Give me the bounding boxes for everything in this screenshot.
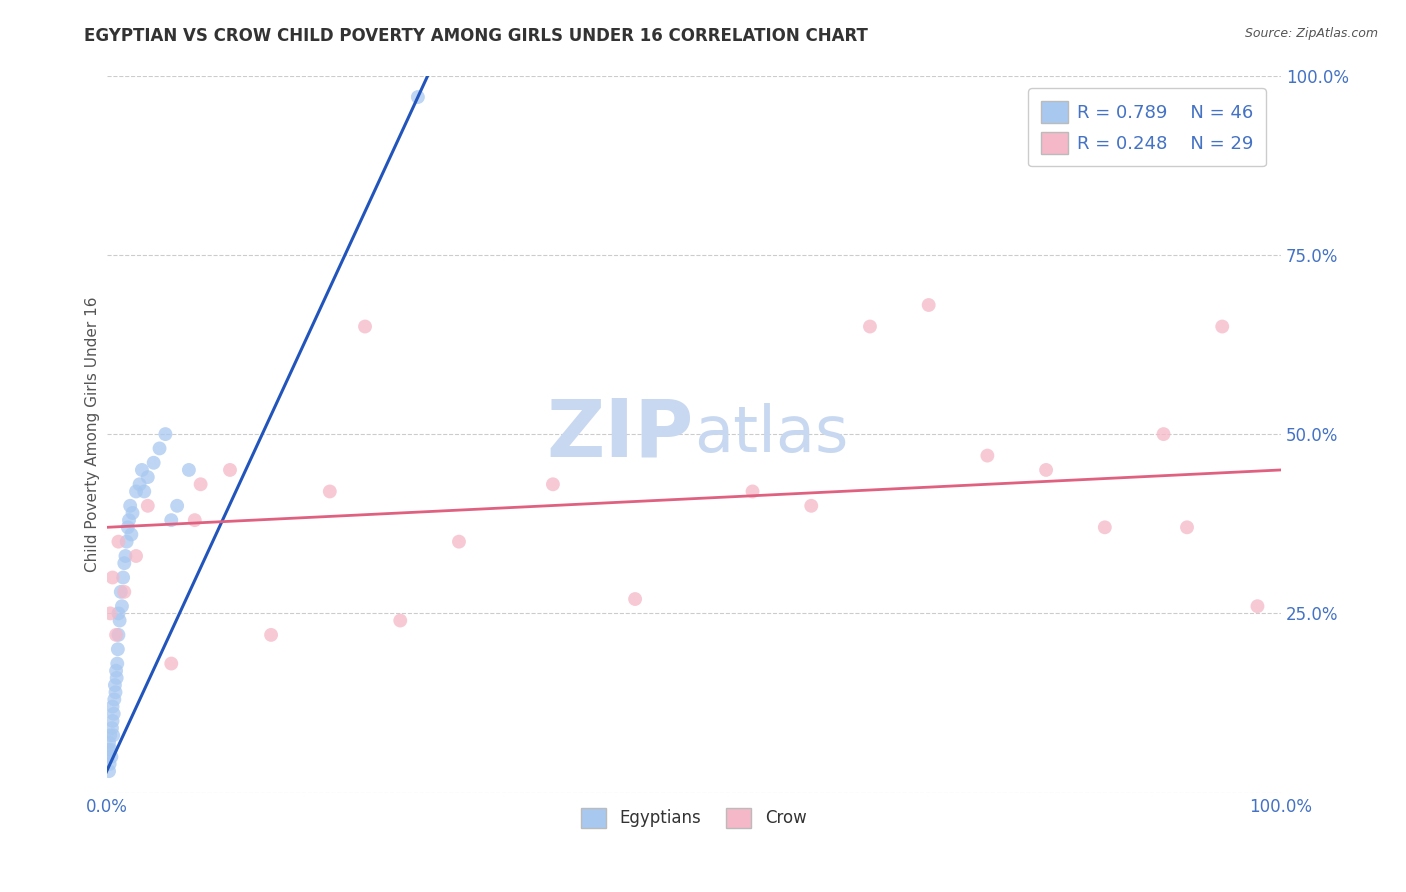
Point <box>160 513 183 527</box>
Point <box>107 628 129 642</box>
Point <box>406 90 429 104</box>
Point <box>125 549 148 563</box>
Point <box>120 499 142 513</box>
Point <box>128 477 150 491</box>
Text: EGYPTIAN VS CROW CHILD POVERTY AMONG GIRLS UNDER 16 CORRELATION CHART: EGYPTIAN VS CROW CHILD POVERTY AMONG GIR… <box>84 27 869 45</box>
Legend: Egyptians, Crow: Egyptians, Crow <box>575 801 813 835</box>
Point <box>1153 427 1175 442</box>
Point <box>105 671 128 685</box>
Point <box>98 735 121 749</box>
Point <box>184 513 207 527</box>
Point <box>100 749 122 764</box>
Point <box>166 499 188 513</box>
Point <box>354 319 377 334</box>
Point <box>177 463 200 477</box>
Point <box>101 728 124 742</box>
Point <box>104 685 127 699</box>
Point <box>319 484 342 499</box>
Point <box>104 678 127 692</box>
Point <box>98 764 121 779</box>
Point <box>103 706 125 721</box>
Point <box>105 664 128 678</box>
Point <box>447 534 470 549</box>
Point <box>1035 463 1057 477</box>
Point <box>219 463 242 477</box>
Point <box>97 749 120 764</box>
Point <box>918 298 941 312</box>
Point <box>98 607 121 621</box>
Point <box>112 556 135 570</box>
Point <box>101 714 124 728</box>
Point <box>155 427 177 442</box>
Point <box>1246 599 1268 614</box>
Point <box>107 534 129 549</box>
Point <box>98 728 121 742</box>
Point <box>1211 319 1233 334</box>
Point <box>107 642 129 657</box>
Point <box>136 499 159 513</box>
Text: Source: ZipAtlas.com: Source: ZipAtlas.com <box>1244 27 1378 40</box>
Point <box>1094 520 1116 534</box>
Point <box>111 599 134 614</box>
Point <box>101 570 124 584</box>
Text: atlas: atlas <box>693 403 848 465</box>
Point <box>624 592 647 607</box>
Point <box>112 570 135 584</box>
Point <box>101 699 124 714</box>
Point <box>117 520 139 534</box>
Point <box>131 463 153 477</box>
Point <box>800 499 823 513</box>
Point <box>741 484 763 499</box>
Point <box>160 657 183 671</box>
Point <box>101 721 124 735</box>
Point <box>125 484 148 499</box>
Point <box>100 742 122 756</box>
Y-axis label: Child Poverty Among Girls Under 16: Child Poverty Among Girls Under 16 <box>86 296 100 572</box>
Point <box>118 513 141 527</box>
Point <box>134 484 156 499</box>
Point <box>114 549 136 563</box>
Point <box>110 585 132 599</box>
Point <box>115 534 138 549</box>
Point <box>976 449 998 463</box>
Point <box>108 614 131 628</box>
Point <box>260 628 283 642</box>
Point <box>121 506 143 520</box>
Point <box>107 607 129 621</box>
Point <box>1175 520 1198 534</box>
Point <box>105 657 128 671</box>
Point <box>112 585 135 599</box>
Point <box>389 614 412 628</box>
Point <box>98 756 121 771</box>
Point <box>105 628 128 642</box>
Point <box>541 477 564 491</box>
Text: ZIP: ZIP <box>547 395 693 473</box>
Point <box>97 742 120 756</box>
Point <box>148 442 170 456</box>
Point <box>136 470 159 484</box>
Point <box>190 477 212 491</box>
Point <box>142 456 165 470</box>
Point <box>859 319 882 334</box>
Point <box>103 692 125 706</box>
Point <box>120 527 142 541</box>
